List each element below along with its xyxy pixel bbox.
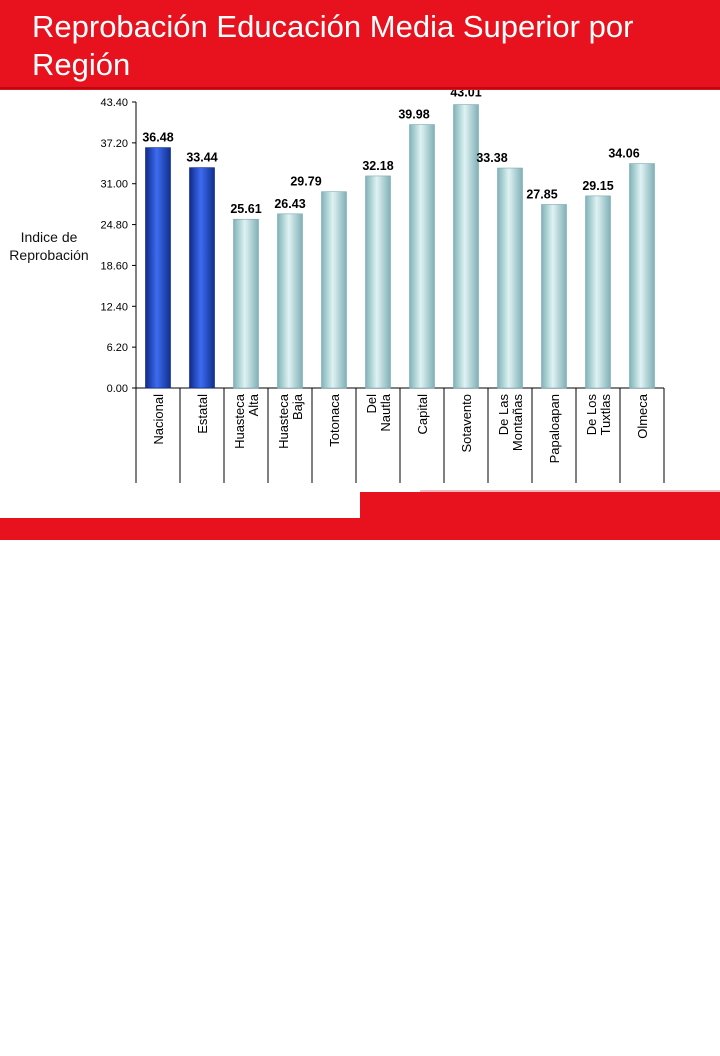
category-label: Totonaca: [327, 393, 342, 447]
category-label-line: Capital: [415, 394, 430, 435]
category-label: Olmeca: [635, 393, 650, 439]
title-divider: [0, 87, 720, 89]
value-label: 33.38: [476, 151, 507, 165]
category-label-line: Huasteca: [232, 393, 247, 449]
category-label-line: Montañas: [510, 394, 525, 452]
value-label: 34.06: [608, 147, 639, 161]
category-label-line: Olmeca: [635, 393, 650, 439]
value-label: 43.01: [450, 90, 481, 100]
footer-accent-line: [420, 490, 720, 493]
bar-totonaca: [321, 191, 347, 389]
bar-huasteca-alta: [233, 218, 259, 389]
category-label: Capital: [415, 394, 430, 435]
category-label-line: Huasteca: [276, 393, 291, 449]
category-label: Sotavento: [459, 394, 474, 453]
value-label: 32.18: [362, 159, 393, 173]
source-note: Fuente: Boletas estadísticas 911, fin de…: [4, 1039, 359, 1054]
category-label-line: Del: [364, 394, 379, 414]
bar-sotavento: [453, 104, 479, 389]
value-label: 39.98: [398, 108, 429, 122]
category-label: Nacional: [151, 394, 166, 445]
category-label: Estatal: [195, 394, 210, 434]
category-label: Del Nautla: [364, 393, 393, 431]
value-label: 29.15: [582, 179, 613, 193]
footer-decoration: [360, 492, 720, 518]
bar-olmeca: [629, 163, 655, 389]
category-label: Huasteca Alta: [232, 393, 261, 449]
bar-capital: [409, 124, 435, 389]
bar-de-los-tuxtlas: [585, 195, 611, 389]
bar-de-las-montañas: [497, 167, 523, 389]
category-label-line: Totonaca: [327, 393, 342, 447]
bar-huasteca-baja: [277, 213, 303, 389]
value-label: 33.44: [186, 151, 217, 165]
value-label: 25.61: [230, 202, 261, 216]
value-label: 36.48: [142, 131, 173, 145]
y-tick-label: 43.40: [100, 97, 128, 109]
y-tick-label: 24.80: [100, 220, 128, 232]
value-label: 26.43: [274, 197, 305, 211]
y-tick-label: 18.60: [100, 260, 128, 272]
y-tick-label: 37.20: [100, 138, 128, 150]
category-label-line: De Las: [496, 394, 511, 436]
bar-nacional: [145, 147, 171, 389]
category-label: Huasteca Baja: [276, 393, 305, 449]
y-tick-label: 12.40: [100, 301, 128, 313]
bar-del-nautla: [365, 175, 391, 389]
category-label-line: Papaloapan: [547, 394, 562, 463]
category-label-line: Nacional: [151, 394, 166, 445]
value-label: 29.79: [290, 175, 321, 189]
y-tick-label: 6.20: [107, 342, 128, 354]
y-tick-label: 0.00: [107, 383, 128, 395]
category-label-line: Tuxtlas: [598, 394, 613, 436]
y-axis-label: Indice de Reprobación: [9, 229, 89, 263]
bar-papaloapan: [541, 204, 567, 389]
category-label-line: Nautla: [378, 393, 393, 431]
category-label-line: Estatal: [195, 394, 210, 434]
title-banner: Reprobación Educación Media Superior por…: [0, 0, 720, 90]
category-label-line: De Los: [584, 394, 599, 436]
category-label: De Los Tuxtlas: [584, 394, 613, 436]
y-tick-label: 31.00: [100, 179, 128, 191]
value-label: 27.85: [526, 187, 557, 201]
category-label: De Las Montañas: [496, 394, 525, 452]
page-title: Reprobación Educación Media Superior por…: [32, 9, 634, 82]
category-label-line: Baja: [290, 393, 305, 420]
category-label: Papaloapan: [547, 394, 562, 463]
footer-band: Fuente: Boletas estadísticas 911, fin de…: [0, 518, 720, 1054]
bar-estatal: [189, 167, 215, 389]
category-label-line: Sotavento: [459, 394, 474, 453]
bar-chart: 0.00 6.20 12.40 18.60 24.80 31.00 37.20 43.40 3…: [100, 90, 665, 483]
category-label-line: Alta: [246, 393, 261, 416]
